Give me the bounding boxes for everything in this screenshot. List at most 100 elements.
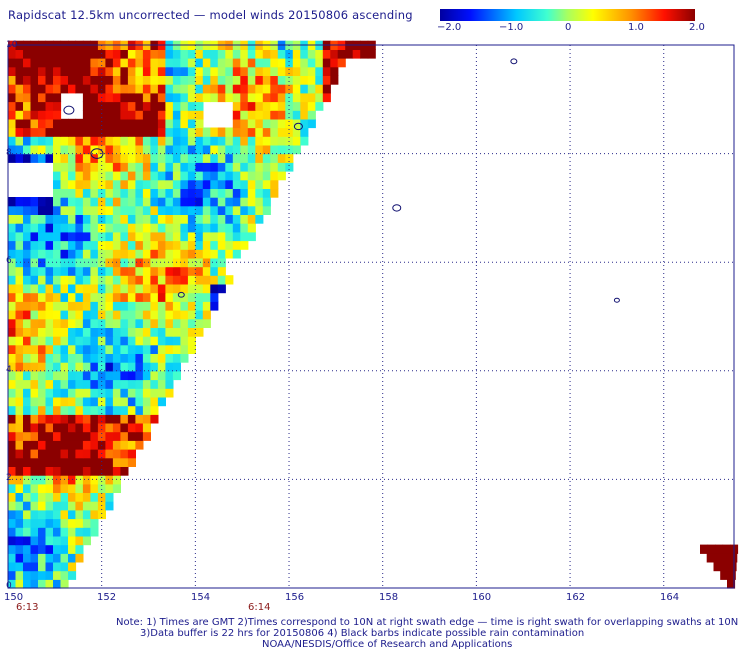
wind-cell (82, 318, 91, 328)
wind-cell (285, 75, 294, 85)
wind-cell (225, 179, 234, 189)
wind-cell (112, 58, 121, 68)
wind-cell (105, 266, 114, 276)
wind-cell (97, 457, 106, 467)
wind-cell (127, 240, 136, 250)
wind-cell (150, 75, 159, 85)
wind-cell (75, 301, 84, 311)
wind-cell (90, 344, 99, 354)
wind-cell (8, 136, 17, 146)
x-tick-label: 164 (660, 592, 680, 603)
wind-cell (75, 396, 84, 407)
wind-cell (23, 422, 32, 433)
wind-cell (240, 110, 249, 120)
wind-cell (105, 188, 114, 198)
wind-cell (142, 327, 151, 337)
colorbar-gradient (440, 9, 695, 21)
wind-cell (38, 440, 47, 450)
wind-cell (45, 84, 54, 94)
wind-cell (105, 240, 114, 250)
wind-cell (68, 153, 77, 163)
wind-cell (90, 310, 99, 320)
wind-cell (105, 353, 114, 363)
wind-cell (105, 101, 114, 111)
wind-cell (112, 301, 121, 311)
wind-cell (277, 49, 286, 59)
wind-cell (127, 75, 136, 85)
wind-cell (187, 231, 196, 242)
wind-cell (210, 205, 219, 215)
wind-cell (82, 527, 91, 537)
wind-cell (23, 240, 32, 250)
wind-cell (195, 249, 204, 259)
wind-cell (8, 570, 17, 580)
wind-cell (700, 544, 709, 554)
wind-cell (105, 231, 114, 242)
wind-cell (285, 84, 294, 94)
wind-cell (60, 370, 69, 381)
wind-cell (15, 457, 24, 467)
wind-cell (82, 188, 91, 198)
wind-cell (180, 292, 189, 302)
wind-cell (202, 92, 211, 103)
wind-cell (232, 49, 241, 59)
wind-cell (172, 136, 181, 146)
wind-cell (187, 110, 196, 120)
wind-cell (97, 370, 106, 381)
wind-cell (180, 353, 189, 363)
wind-cell (300, 75, 309, 85)
wind-cell (23, 223, 32, 233)
wind-cell (157, 257, 166, 268)
wind-cell (75, 449, 84, 459)
wind-cell (68, 544, 77, 554)
wind-cell (307, 49, 316, 59)
wind-cell (727, 579, 736, 589)
wind-cell (120, 344, 129, 354)
wind-cell (23, 449, 32, 459)
wind-cell (38, 544, 47, 554)
wind-cell (232, 162, 241, 172)
wind-cell (180, 75, 189, 85)
wind-cell (97, 466, 106, 476)
wind-cell (255, 49, 264, 59)
wind-cell (165, 49, 174, 59)
wind-cell (112, 214, 121, 224)
wind-cell (82, 92, 91, 103)
wind-cell (23, 527, 32, 537)
wind-cell (135, 388, 144, 398)
wind-cell (232, 136, 241, 146)
wind-cell (97, 414, 106, 424)
wind-cell (202, 58, 211, 68)
wind-cell (68, 214, 77, 224)
wind-cell (23, 492, 32, 502)
wind-cell (307, 58, 316, 68)
wind-cell (38, 214, 47, 224)
wind-cell (247, 58, 256, 68)
wind-cell (60, 240, 69, 250)
wind-cell (112, 223, 121, 233)
wind-cell (90, 422, 99, 433)
wind-cell (217, 92, 226, 103)
wind-cell (300, 49, 309, 59)
wind-cell (15, 440, 24, 450)
wind-cell (270, 179, 279, 189)
wind-cell (60, 405, 69, 415)
wind-cell (172, 188, 181, 198)
wind-cell (307, 66, 316, 76)
wind-cell (30, 518, 39, 528)
wind-cell (15, 379, 24, 389)
wind-cell (112, 449, 121, 459)
wind-cell (232, 179, 241, 189)
wind-cell (180, 171, 189, 181)
wind-cell (38, 327, 47, 337)
wind-cell (90, 509, 99, 520)
wind-cell (23, 570, 32, 580)
wind-cell (150, 301, 159, 311)
wind-cell (202, 275, 211, 285)
wind-cell (23, 84, 32, 94)
wind-cell (8, 336, 17, 346)
wind-cell (195, 49, 204, 59)
wind-cell (60, 449, 69, 459)
wind-cell (247, 179, 256, 189)
wind-cell (172, 275, 181, 285)
